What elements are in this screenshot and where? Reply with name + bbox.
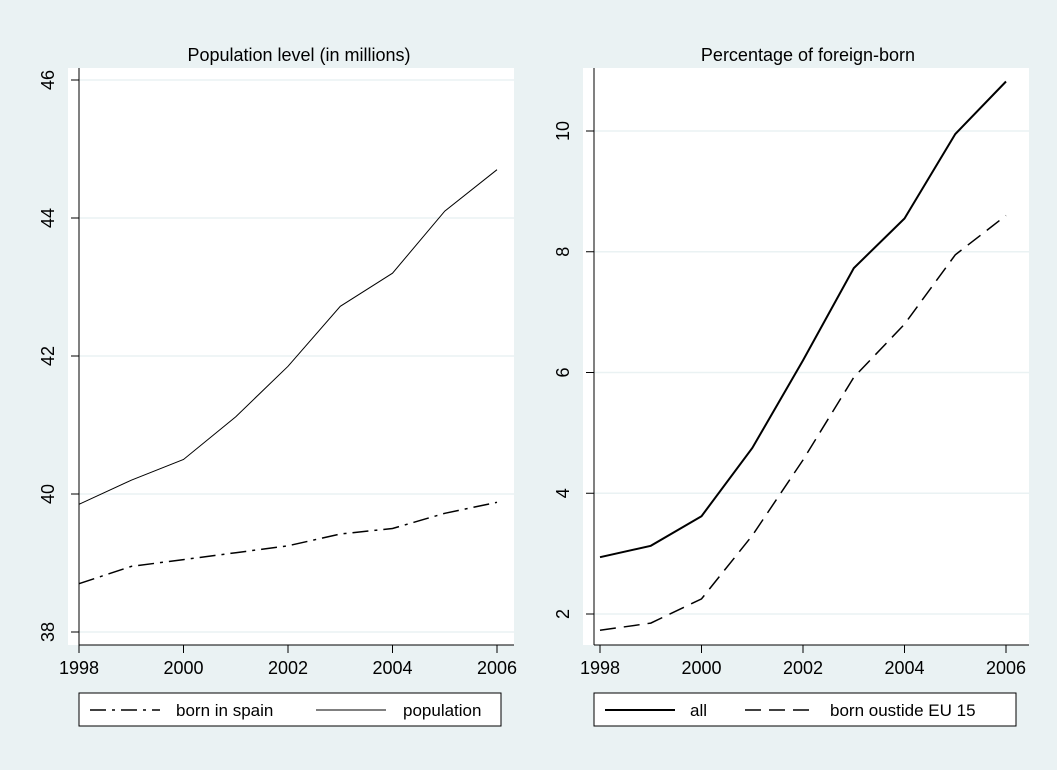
- x-tick-label: 2004: [372, 658, 412, 678]
- x-tick-label: 2006: [986, 658, 1026, 678]
- x-ticks: 1998 2000 2002 2004 2006: [59, 645, 517, 678]
- x-tick-label: 2004: [884, 658, 924, 678]
- panel-population: Population level (in millions) 38 40 42 44 4…: [38, 45, 517, 727]
- y-ticks: 38 40 42 44 46: [38, 70, 79, 642]
- x-tick-label: 2002: [783, 658, 823, 678]
- legend-label-population: population: [403, 701, 481, 720]
- legend-label-born-in-spain: born in spain: [176, 701, 273, 720]
- y-tick-label: 42: [38, 346, 58, 366]
- x-tick-label: 1998: [580, 658, 620, 678]
- x-tick-label: 1998: [59, 658, 99, 678]
- series-line-1: [599, 214, 1007, 632]
- y-tick-label: 2: [553, 609, 573, 619]
- x-ticks: 1998 2000 2002 2004 2006: [580, 645, 1026, 678]
- y-tick-label: 38: [38, 622, 58, 642]
- series-line-1: [78, 169, 498, 505]
- x-tick-label: 2006: [477, 658, 517, 678]
- y-tick-label: 4: [553, 488, 573, 498]
- series-group: [599, 80, 1007, 632]
- series-line-0: [78, 501, 498, 585]
- y-tick-label: 8: [553, 247, 573, 257]
- legend-label-all: all: [690, 701, 707, 720]
- legend-label-born-outside-eu15: born oustide EU 15: [830, 701, 976, 720]
- legend-box: [78, 692, 502, 727]
- chart-title: Population level (in millions): [187, 45, 410, 65]
- series-group: [78, 169, 498, 585]
- grid-lines: [594, 130, 1029, 615]
- chart-title: Percentage of foreign-born: [701, 45, 915, 65]
- y-ticks: 2 4 6 8 10: [553, 121, 594, 619]
- x-tick-label: 2000: [681, 658, 721, 678]
- y-tick-label: 46: [38, 70, 58, 90]
- y-tick-label: 40: [38, 484, 58, 504]
- legend: all born oustide EU 15: [593, 692, 1017, 727]
- y-tick-label: 10: [553, 121, 573, 141]
- y-tick-label: 44: [38, 208, 58, 228]
- legend: born in spain population: [78, 692, 502, 727]
- panel-foreign-born: Percentage of foreign-born 2 4 6 8 10 1998 20…: [553, 45, 1029, 727]
- x-tick-label: 2000: [163, 658, 203, 678]
- x-tick-label: 2002: [268, 658, 308, 678]
- y-tick-label: 6: [553, 367, 573, 377]
- series-line-0: [599, 80, 1007, 559]
